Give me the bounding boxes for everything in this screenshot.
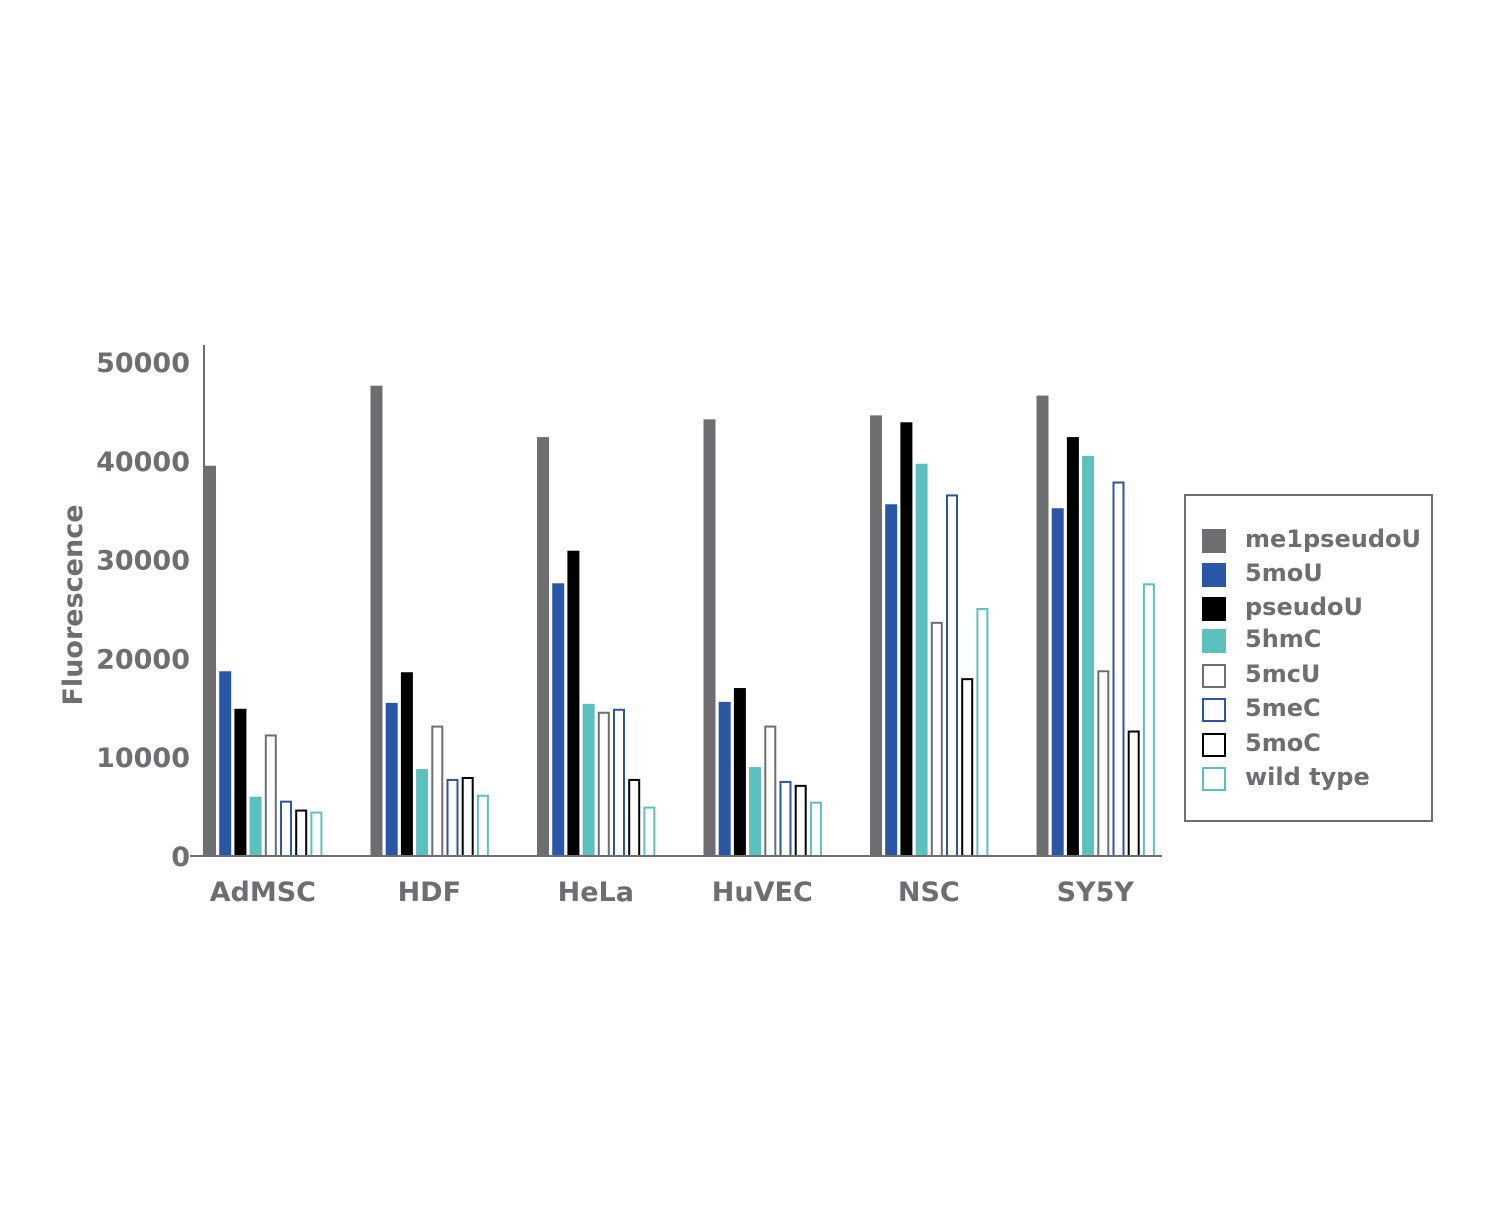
legend-label: 5meC [1245,694,1321,722]
y-tick-label: 50000 [96,348,190,379]
legend-swatch [1202,733,1226,757]
bar-hdf-me1pseudou [370,385,383,856]
bar-sy5y-5moc [1127,730,1140,857]
bar-huvec-5mcu [764,725,777,857]
bar-huvec-5mou [718,701,731,856]
bars-group [204,385,1155,858]
bar-nsc-5moc [961,678,974,857]
bar-sy5y-wild-type [1142,583,1155,857]
bar-nsc-me1pseudou [870,415,882,856]
bar-nsc-pseudou [900,422,913,856]
legend-swatch [1202,767,1226,791]
bar-hdf-5mec [446,778,459,857]
bar-admsc-pseudou [234,708,247,856]
x-tick-label: HDF [398,877,461,908]
bar-hdf-5hmc [416,769,429,856]
bar-sy5y-5mcu [1097,670,1110,857]
legend-swatch [1202,529,1226,553]
bar-admsc-wild-type [310,811,323,857]
bar-sy5y-5hmc [1082,455,1095,856]
legend-swatch [1202,664,1226,688]
bar-huvec-5hmc [749,767,762,856]
bar-hela-5mou [552,583,565,856]
bar-hela-pseudou [567,550,580,856]
bar-hela-5mec [613,708,625,858]
bar-huvec-wild-type [809,801,822,857]
x-tick-label: AdMSC [210,877,316,908]
bar-nsc-5mcu [930,621,943,857]
x-axis-labels: AdMSC HDF HeLa HuVEC NSC SY5Y [210,877,1135,908]
bar-hdf-5moc [461,776,474,858]
legend-label: 5moC [1245,729,1321,757]
legend-label: pseudoU [1245,593,1363,621]
bar-hela-me1pseudou [537,437,549,856]
bar-nsc-wild-type [976,608,989,858]
legend-label: 5hmC [1245,625,1321,653]
y-tick-label: 10000 [96,743,190,774]
y-tick-label: 20000 [96,644,190,675]
legend-swatch [1202,698,1226,722]
bar-hdf-pseudou [400,672,413,856]
y-axis-ticks: 0 10000 20000 30000 40000 50000 [96,348,190,873]
legend-swatch [1202,597,1226,621]
bar-huvec-5mec [779,780,792,857]
legend-box [1184,494,1433,822]
bar-hela-5moc [628,778,641,857]
x-tick-label: NSC [898,877,960,908]
y-tick-label: 0 [171,842,190,873]
bar-admsc-5mou [219,671,232,856]
bar-admsc-5moc [295,809,308,858]
legend-label: 5mcU [1245,660,1320,688]
bar-hela-5mcu [597,711,610,858]
legend-label: 5moU [1245,559,1323,587]
legend-swatch [1202,563,1226,587]
legend-swatch [1202,629,1226,653]
bar-admsc-5hmc [249,796,262,856]
bar-hela-wild-type [643,806,656,857]
bar-hdf-5mou [385,702,398,856]
bar-nsc-5mou [885,504,898,856]
legend-label: me1pseudoU [1245,525,1421,553]
bar-huvec-pseudou [733,688,746,856]
y-axis-title: Fluorescence [58,504,89,705]
bar-nsc-5hmc [915,463,928,856]
legend-label: wild type [1245,763,1370,791]
bar-sy5y-me1pseudou [1036,395,1049,856]
bar-sy5y-pseudou [1066,437,1079,856]
x-tick-label: HuVEC [712,877,813,908]
bar-nsc-5mec [946,494,958,857]
bar-admsc-me1pseudou [204,465,216,856]
bar-admsc-5mec [280,800,292,857]
y-tick-label: 40000 [96,447,190,478]
bar-sy5y-5mec [1112,481,1125,857]
bar-huvec-5moc [794,784,807,858]
legend: me1pseudoU 5moU pseudoU 5hmC 5mcU 5meC 5moC wil… [1184,494,1433,822]
bar-admsc-5mcu [264,734,277,858]
bar-hdf-wild-type [476,794,489,858]
y-tick-label: 30000 [96,546,190,577]
bar-hela-5hmc [582,703,595,856]
bar-hdf-5mcu [431,725,444,857]
bar-huvec-me1pseudou [703,419,716,856]
bar-sy5y-5mou [1051,508,1064,856]
x-tick-label: HeLa [558,877,634,908]
x-tick-label: SY5Y [1057,877,1135,908]
